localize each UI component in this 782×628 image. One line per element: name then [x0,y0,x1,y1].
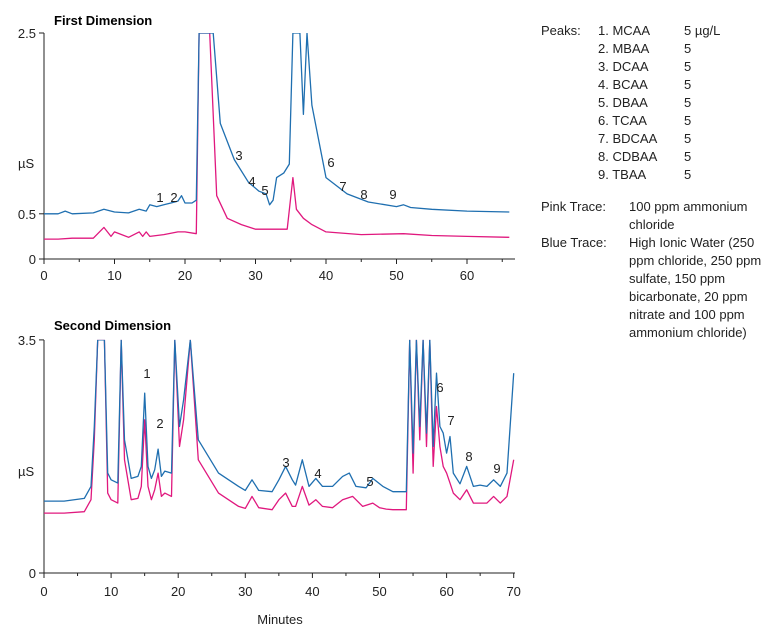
peak-name: 7. BDCAA [598,131,658,146]
trace-label: Pink Trace: [541,199,607,214]
peak-name: 5. DBAA [598,95,648,110]
peak-concentration: 5 [684,59,692,74]
peak-label: 7 [447,413,454,428]
peak-name: 6. TCAA [598,113,647,128]
trace-list: Pink Trace: 100 ppm ammonium chloride Blue… [541,198,781,342]
peak-label: 4 [314,466,321,481]
y-axis-label: µS [18,156,34,171]
peaks-header [541,148,598,166]
trace-description: High Ionic Water (250 ppm chloride, 250 … [629,235,762,340]
peak-label: 1 [156,190,163,205]
peak-concentration: 5 [684,95,692,110]
y-axis-label: µS [18,464,34,479]
peak-label: 5 [261,183,268,198]
peak-entry: 8. CDBAA 5 [541,148,781,166]
peak-entry: 6. TCAA 5 [541,112,781,130]
peak-concentration: 5 µg/L [684,23,721,38]
x-tick-label: 40 [319,268,333,283]
peak-label: 2 [170,190,177,205]
y-tick-label: 3.5 [18,333,36,348]
peak-label: 8 [360,187,367,202]
peak-entry: 9. TBAA 5 [541,166,781,184]
peak-label: 3 [235,148,242,163]
peaks-header: Peaks: [541,23,581,38]
peaks-header [541,58,598,76]
first-dimension-panel: 2.5 0.5 00 10 20 30 40 50 60 First Dimension µS 1 2 3… [18,13,515,283]
legend: Peaks: 1. MCAA 5 µg/L 2. MBAA 5 3. DCAA 5 4. BC… [541,22,781,342]
peak-label: 6 [436,380,443,395]
x-tick-label: 70 [506,584,520,599]
peak-name: 2. MBAA [598,41,650,56]
second-dimension-panel: 3.5 00 10 20 30 40 50 60 70 Second Dimension µS Min… [18,318,521,627]
peaks-header [541,130,598,148]
x-tick-label: 40 [305,584,319,599]
peaks-header [541,40,598,58]
peak-label: 1 [143,366,150,381]
x-tick-label: 20 [171,584,185,599]
x-tick-label: 0 [40,584,47,599]
peak-name: 9. TBAA [598,167,647,182]
trace-entry: Pink Trace: 100 ppm ammonium chloride [541,198,781,234]
trace-entry: Blue Trace: High Ionic Water (250 ppm chl… [541,234,781,342]
x-tick-label: 10 [104,584,118,599]
blue-trace-line [44,339,515,502]
peaks-header [541,94,598,112]
peaks-header [541,112,598,130]
x-tick-label: 50 [372,584,386,599]
peak-label: 4 [248,174,255,189]
peak-name: 4. BCAA [598,77,648,92]
pink-trace-line [44,339,515,514]
peak-name: 1. MCAA [598,23,651,38]
panel-title: Second Dimension [54,318,171,333]
peak-name: 3. DCAA [598,59,649,74]
x-tick-label: 50 [389,268,403,283]
x-tick-label: 0 [40,268,47,283]
peak-entry: Peaks: 1. MCAA 5 µg/L [541,22,781,40]
y-tick-label: 2.5 [18,26,36,41]
x-axis-label: Minutes [257,612,303,627]
peak-concentration: 5 [684,77,692,92]
peak-concentration: 5 [684,149,692,164]
peaks-header [541,166,598,184]
peak-entry: 5. DBAA 5 [541,94,781,112]
peaks-header [541,76,598,94]
peak-label: 5 [366,474,373,489]
peak-label: 6 [327,155,334,170]
peak-label: 3 [282,455,289,470]
peak-concentration: 5 [684,167,692,182]
x-tick-label: 30 [248,268,262,283]
x-tick-label: 60 [439,584,453,599]
peak-name: 8. CDBAA [598,149,658,164]
x-tick-label: 20 [178,268,192,283]
y-tick-label: 0 [29,252,36,267]
x-tick-label: 30 [238,584,252,599]
trace-label: Blue Trace: [541,235,607,250]
peak-label: 8 [465,449,472,464]
x-tick-label: 10 [107,268,121,283]
peak-list: Peaks: 1. MCAA 5 µg/L 2. MBAA 5 3. DCAA 5 4. BC… [541,22,781,184]
blue-trace-line [44,33,510,215]
trace-description: 100 ppm ammonium chloride [629,199,748,232]
peak-entry: 3. DCAA 5 [541,58,781,76]
peak-label: 7 [339,179,346,194]
peak-label: 2 [156,416,163,431]
y-tick-label: 0.5 [18,207,36,222]
peak-label: 9 [493,461,500,476]
panel-title: First Dimension [54,13,152,28]
x-tick-label: 60 [460,268,474,283]
y-tick-label: 0 [29,566,36,581]
peak-entry: 4. BCAA 5 [541,76,781,94]
peak-concentration: 5 [684,41,692,56]
pink-trace-line [44,33,510,240]
peak-entry: 7. BDCAA 5 [541,130,781,148]
peak-concentration: 5 [684,131,692,146]
peak-entry: 2. MBAA 5 [541,40,781,58]
peak-label: 9 [389,187,396,202]
peak-concentration: 5 [684,113,692,128]
